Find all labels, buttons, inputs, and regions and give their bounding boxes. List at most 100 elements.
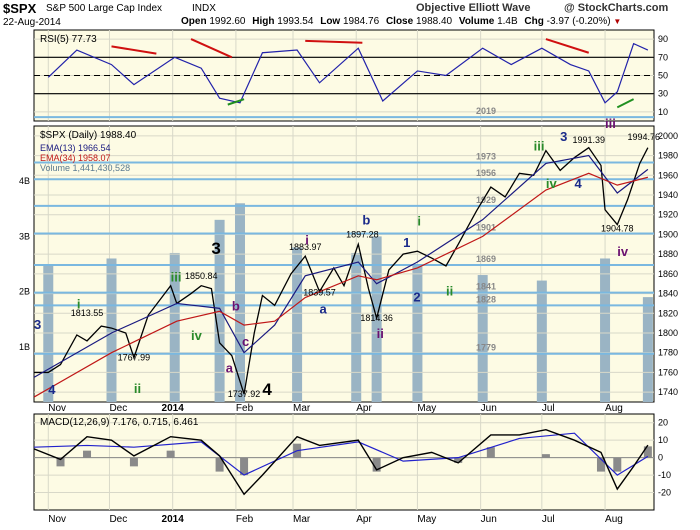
x-tick-label-bottom: Apr bbox=[356, 514, 372, 525]
open-label: Open bbox=[181, 16, 207, 27]
rsi-tick-label: 70 bbox=[658, 52, 668, 62]
wave-label: i bbox=[77, 296, 81, 311]
x-tick-label-top: Nov bbox=[48, 403, 66, 414]
volume-bar bbox=[477, 275, 488, 402]
wave-label: iv bbox=[617, 244, 629, 259]
macd-histogram-bar bbox=[643, 446, 652, 458]
fib-level-label: 1869 bbox=[476, 254, 496, 264]
macd-histogram-bar bbox=[129, 457, 138, 467]
down-arrow-icon: ▼ bbox=[613, 17, 622, 26]
x-tick-label-top: Mar bbox=[293, 403, 311, 414]
price-tick-label: 1900 bbox=[658, 229, 678, 239]
symbol-title: $SPX bbox=[3, 1, 37, 16]
rsi-label: RSI(5) 77.73 bbox=[40, 34, 97, 45]
wave-label: 2 bbox=[413, 289, 420, 304]
price-annotation: 1994.76 bbox=[628, 132, 661, 142]
x-tick-label-bottom: Nov bbox=[48, 514, 66, 525]
price-line bbox=[34, 146, 649, 395]
price-tick-label: 1780 bbox=[658, 348, 678, 358]
panel-macd bbox=[33, 413, 655, 511]
macd-histogram-bar bbox=[454, 457, 463, 463]
price-tick-label: 1820 bbox=[658, 308, 678, 318]
ema-line-34 bbox=[33, 172, 649, 398]
volume-bar bbox=[351, 252, 362, 402]
close-label: Close bbox=[385, 16, 414, 27]
x-tick-label-top: Jul bbox=[542, 403, 555, 414]
volume-bar bbox=[106, 258, 117, 402]
price-annotation: 1839.57 bbox=[303, 288, 336, 298]
macd-histogram-bar bbox=[83, 450, 92, 458]
fib-level-label: 1841 bbox=[476, 282, 496, 292]
rsi-trendline-green bbox=[227, 98, 245, 106]
open-value: 1992.60 bbox=[209, 16, 246, 27]
price-tick-label: 1760 bbox=[658, 367, 678, 377]
price-annotation: 1897.28 bbox=[346, 229, 379, 239]
price-annotation: 1813.55 bbox=[71, 308, 104, 318]
wave-label: iv bbox=[191, 328, 203, 343]
wave-label: iv bbox=[546, 176, 558, 191]
macd-tick-label: 20 bbox=[658, 418, 668, 428]
macd-histogram-bar bbox=[372, 457, 381, 472]
macd-histogram-bar bbox=[486, 447, 495, 458]
price-tick-label: 1740 bbox=[658, 387, 678, 397]
volume-label: Volume bbox=[458, 16, 495, 27]
price-annotation: 1814.36 bbox=[360, 313, 393, 323]
fib-level-label: 1929 bbox=[476, 195, 496, 205]
chg-value: -3.97 (-0.20%) bbox=[546, 16, 611, 27]
volume-bar bbox=[600, 258, 611, 402]
x-tick-label-top: 2014 bbox=[162, 403, 185, 414]
volume-bar bbox=[234, 203, 245, 402]
wave-label: 3 bbox=[560, 129, 567, 144]
wave-label: ii bbox=[446, 284, 453, 299]
rsi-tick-label: 10 bbox=[658, 107, 668, 117]
macd-tick-label: 0 bbox=[658, 453, 663, 463]
rsi-trendline-red bbox=[305, 39, 363, 44]
wave-label: 4 bbox=[48, 382, 56, 397]
ema-legend-13: EMA(13) 1966.54 bbox=[40, 143, 111, 153]
chg-label: Chg bbox=[524, 16, 544, 27]
x-tick-label-top: Apr bbox=[356, 403, 372, 414]
volume-tick-label: 4B bbox=[19, 176, 30, 186]
volume-bar bbox=[536, 280, 547, 402]
rsi-trendline-green bbox=[616, 98, 635, 109]
price-annotation: 1991.39 bbox=[572, 135, 605, 145]
rsi-trendline-red bbox=[111, 45, 157, 55]
copyright-text: @ StockCharts.com bbox=[564, 2, 669, 14]
wave-label: 1 bbox=[403, 235, 410, 250]
volume-label: Volume 1,441,430,528 bbox=[40, 163, 130, 173]
wave-label: a bbox=[320, 301, 328, 316]
price-tick-label: 1960 bbox=[658, 170, 678, 180]
price-tick-label: 1840 bbox=[658, 289, 678, 299]
macd-tick-label: -20 bbox=[658, 488, 671, 498]
rsi-tick-label: 50 bbox=[658, 71, 668, 81]
ohlc-bar: Open 1992.60 High 1993.54 Low 1984.76 Cl… bbox=[181, 16, 621, 27]
close-value: 1988.40 bbox=[415, 16, 453, 27]
wave-label: c bbox=[242, 334, 249, 349]
macd-label: MACD(12,26,9) 7.176, 0.715, 6.461 bbox=[40, 417, 199, 428]
macd-tick-label: 10 bbox=[658, 435, 668, 445]
macd-histogram-bar bbox=[613, 457, 622, 472]
wave-label: b bbox=[362, 213, 370, 228]
macd-signal-line bbox=[33, 432, 649, 476]
wave-label: 3 bbox=[34, 317, 41, 332]
wave-label: iii bbox=[534, 139, 545, 154]
x-tick-label-top: Feb bbox=[236, 403, 254, 414]
wave-label: ii bbox=[377, 326, 384, 341]
macd-histogram-bar bbox=[596, 457, 605, 472]
x-tick-label-bottom: Aug bbox=[605, 514, 623, 525]
wave-label: iii bbox=[171, 270, 182, 285]
fib-level-label: 1973 bbox=[476, 151, 496, 161]
wave-label: iii bbox=[605, 116, 616, 131]
fib-level-label: 2019 bbox=[476, 106, 496, 116]
fib-level-label: 1779 bbox=[476, 343, 496, 353]
volume-tick-label: 1B bbox=[19, 342, 30, 352]
ema-line-13 bbox=[33, 154, 649, 378]
price-annotation: 1767.99 bbox=[118, 353, 151, 363]
wave-label: b bbox=[232, 298, 240, 313]
macd-histogram-bar bbox=[56, 457, 65, 467]
wave-label: i bbox=[417, 214, 421, 229]
macd-histogram-bar bbox=[240, 457, 249, 476]
x-tick-label-bottom: May bbox=[417, 514, 436, 525]
ema-legend-34: EMA(34) 1958.07 bbox=[40, 153, 111, 163]
